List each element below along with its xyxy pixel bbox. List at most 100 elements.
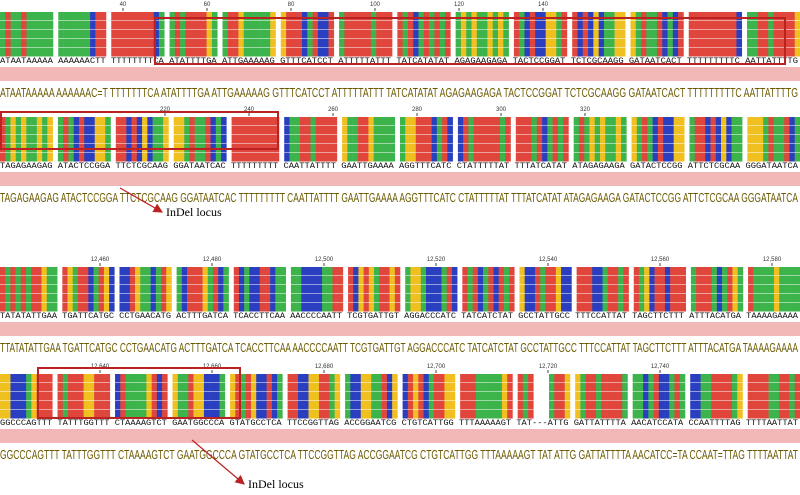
base-cell xyxy=(207,285,214,294)
base-cell xyxy=(0,21,6,30)
ruler-label: 120 xyxy=(454,2,465,8)
base-cell xyxy=(89,153,96,162)
base-cell xyxy=(331,144,338,153)
base-cell xyxy=(162,374,168,383)
base-cell xyxy=(794,276,800,285)
base-cell xyxy=(638,303,645,312)
base-cell xyxy=(238,39,245,48)
base-cell xyxy=(588,12,594,21)
base-cell xyxy=(716,392,722,401)
base-cell xyxy=(0,12,6,21)
base-cell xyxy=(552,117,559,126)
base-cell xyxy=(630,12,637,21)
base-cell xyxy=(277,410,283,419)
base-cell xyxy=(705,374,712,383)
base-cell xyxy=(757,144,764,153)
base-cell xyxy=(423,401,430,410)
base-cell xyxy=(449,401,456,410)
base-cell xyxy=(37,21,43,30)
base-cell xyxy=(221,126,227,135)
base-cell xyxy=(368,126,374,135)
base-cell xyxy=(318,383,325,392)
base-cell xyxy=(20,374,27,383)
base-cell xyxy=(83,267,89,276)
base-cell xyxy=(561,48,568,57)
base-cell xyxy=(413,30,419,39)
base-cell xyxy=(402,30,409,39)
base-cell xyxy=(233,21,239,30)
base-cell xyxy=(768,135,774,144)
base-cell xyxy=(731,126,738,135)
base-cell xyxy=(384,285,390,294)
base-cell xyxy=(773,410,780,419)
base-cell xyxy=(344,39,350,48)
base-cell xyxy=(521,117,527,126)
base-cell xyxy=(669,410,675,419)
base-cell xyxy=(10,30,17,39)
base-cell xyxy=(736,12,743,21)
base-cell xyxy=(379,303,385,312)
base-cell xyxy=(784,276,790,285)
base-cell xyxy=(675,267,681,276)
base-cell xyxy=(210,126,217,135)
base-cell xyxy=(301,30,308,39)
base-cell xyxy=(662,12,668,21)
base-cell xyxy=(310,153,317,162)
base-cell xyxy=(688,30,695,39)
base-cell xyxy=(475,383,482,392)
base-cell xyxy=(460,12,467,21)
base-cell xyxy=(0,303,6,312)
base-cell xyxy=(598,30,605,39)
base-cell xyxy=(150,276,157,285)
base-cell xyxy=(581,267,588,276)
base-cell xyxy=(405,126,411,135)
base-cell xyxy=(354,30,361,39)
base-cell xyxy=(540,12,546,21)
base-cell xyxy=(794,294,800,303)
base-cell xyxy=(243,21,250,30)
base-cell xyxy=(326,135,332,144)
base-cell xyxy=(376,39,382,48)
base-cell xyxy=(529,303,536,312)
base-cell xyxy=(547,126,553,135)
base-cell xyxy=(726,135,732,144)
base-cell xyxy=(355,401,362,410)
base-cell xyxy=(503,48,509,57)
base-cell xyxy=(148,30,154,39)
base-cell xyxy=(694,48,700,57)
base-cell xyxy=(592,303,598,312)
base-cell xyxy=(778,12,785,21)
base-cell xyxy=(339,12,345,21)
base-cell xyxy=(557,153,564,162)
base-cell xyxy=(663,153,669,162)
base-cell xyxy=(519,276,525,285)
base-cell xyxy=(119,276,125,285)
base-cell xyxy=(580,383,586,392)
base-cell xyxy=(68,153,74,162)
base-cell xyxy=(275,294,281,303)
base-cell xyxy=(632,383,639,392)
base-cell xyxy=(147,117,153,126)
base-cell xyxy=(244,303,250,312)
base-cell xyxy=(478,153,485,162)
base-cell xyxy=(51,285,58,294)
indel-label: InDel locus xyxy=(248,477,304,491)
base-cell xyxy=(644,267,650,276)
base-cell xyxy=(609,12,615,21)
base-cell xyxy=(451,276,458,285)
base-cell xyxy=(308,401,315,410)
base-cell xyxy=(386,374,393,383)
base-cell xyxy=(679,383,686,392)
base-cell xyxy=(94,392,100,401)
base-cell xyxy=(275,267,281,276)
base-cell xyxy=(41,401,48,410)
ruler-label: 12,480 xyxy=(203,257,222,263)
base-cell xyxy=(83,383,90,392)
base-cell xyxy=(524,30,531,39)
base-cell xyxy=(256,392,262,401)
base-cell xyxy=(100,30,107,39)
base-cell xyxy=(588,21,594,30)
base-cell xyxy=(389,135,396,144)
base-cell xyxy=(298,374,304,383)
base-cell xyxy=(42,39,48,48)
